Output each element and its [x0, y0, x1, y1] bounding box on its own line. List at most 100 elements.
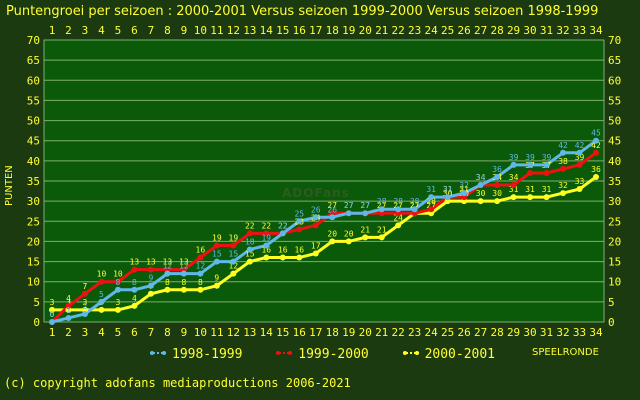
y-tick-label-left: 0	[33, 316, 40, 329]
x-tick-label-top: 13	[243, 24, 256, 37]
x-tick-label-bottom: 7	[148, 326, 155, 339]
data-point-2000-2001	[593, 173, 599, 180]
data-point-2000-2001	[279, 254, 286, 261]
chart-title: Puntengroei per seizoen : 2000-2001 Vers…	[6, 4, 599, 19]
data-label-1998-1999: 15	[229, 250, 239, 259]
y-axis-label-text: PUNTEN	[4, 165, 15, 206]
data-label-1999-2000: 4	[66, 294, 71, 303]
x-tick-label-top: 28	[490, 24, 503, 37]
data-point-1998-1999	[444, 194, 451, 201]
data-point-2000-2001	[312, 250, 319, 257]
data-label-2000-2001: 31	[525, 185, 535, 194]
data-point-2000-2001	[494, 198, 501, 205]
data-point-1999-2000	[428, 206, 435, 213]
y-tick-label-left: 70	[27, 34, 40, 47]
data-label-1998-1999: 12	[163, 262, 173, 271]
legend-dot	[288, 350, 293, 355]
data-label-1998-1999: 25	[294, 209, 304, 218]
legend-dot	[276, 350, 281, 355]
x-tick-label-top: 19	[342, 24, 355, 37]
data-point-1998-1999	[180, 270, 187, 277]
data-point-1998-1999	[81, 310, 88, 317]
data-point-1999-2000	[494, 182, 501, 189]
data-label-2000-2001: 33	[575, 177, 585, 186]
data-point-1999-2000	[230, 242, 237, 249]
data-point-1998-1999	[230, 258, 237, 265]
data-point-1999-2000	[576, 161, 583, 168]
data-label-1999-2000: 31	[459, 185, 469, 194]
data-label-2000-2001: 9	[214, 274, 219, 283]
x-tick-label-top: 16	[293, 24, 306, 37]
data-point-2000-2001	[98, 306, 105, 313]
y-tick-label-left: 10	[27, 276, 40, 289]
data-label-1998-1999: 39	[509, 153, 519, 162]
copyright-footer: (c) copyright adofans mediaproductions 2…	[4, 376, 351, 390]
data-point-1998-1999	[213, 258, 220, 265]
data-label-1999-2000: 27	[377, 201, 387, 210]
data-label-2000-2001: 31	[542, 185, 552, 194]
data-label-1998-1999: 9	[148, 274, 153, 283]
x-tick-label-bottom: 12	[227, 326, 240, 339]
y-tick-label-left: 35	[27, 175, 40, 188]
data-point-2000-2001	[378, 234, 385, 241]
data-point-1999-2000	[296, 226, 303, 233]
x-tick-label-top: 22	[392, 24, 405, 37]
plot-border	[43, 39, 605, 323]
x-tick-label-top: 29	[507, 24, 520, 37]
data-point-2000-2001	[362, 234, 369, 241]
data-label-1998-1999: 15	[212, 250, 222, 259]
data-label-2000-2001: 30	[443, 189, 453, 198]
y-tick-label-right: 25	[608, 215, 621, 228]
data-label-2000-2001: 30	[476, 189, 486, 198]
data-label-1998-1999: 26	[311, 205, 321, 214]
data-label-1998-1999: 31	[443, 185, 453, 194]
y-tick-label-right: 50	[608, 115, 621, 128]
x-tick-label-top: 32	[556, 24, 569, 37]
data-point-2000-2001	[560, 190, 567, 197]
y-tick-label-left: 55	[27, 94, 40, 107]
data-point-2000-2001	[114, 306, 121, 313]
data-label-2000-2001: 3	[83, 298, 88, 307]
data-point-1999-2000	[131, 266, 138, 273]
x-tick-label-bottom: 2	[65, 326, 72, 339]
data-label-2000-2001: 30	[492, 189, 502, 198]
y-tick-label-right: 60	[608, 74, 621, 87]
data-point-1999-2000	[147, 266, 154, 273]
data-label-1998-1999: 0	[50, 310, 55, 319]
data-point-1998-1999	[477, 182, 484, 189]
x-axis-label: SPEELRONDE	[532, 347, 599, 358]
data-label-2000-2001: 4	[132, 294, 137, 303]
x-tick-label-top: 20	[359, 24, 372, 37]
data-point-1999-2000	[98, 278, 105, 285]
data-label-2000-2001: 24	[393, 213, 403, 222]
data-point-1999-2000	[81, 290, 88, 297]
data-point-1998-1999	[329, 214, 336, 221]
data-point-1998-1999	[378, 206, 385, 213]
data-label-1999-2000: 22	[278, 221, 288, 230]
x-tick-label-bottom: 34	[589, 326, 603, 339]
data-label-1999-2000: 22	[261, 221, 271, 230]
x-tick-label-bottom: 25	[441, 326, 454, 339]
data-label-1998-1999: 19	[261, 233, 271, 242]
x-tick-label-top: 15	[276, 24, 289, 37]
y-tick-label-left: 65	[27, 54, 40, 67]
data-point-1998-1999	[164, 270, 171, 277]
data-label-1999-2000: 34	[509, 173, 519, 182]
data-label-2000-2001: 8	[165, 278, 170, 287]
data-label-2000-2001: 12	[229, 262, 239, 271]
watermark: ADOFans	[282, 186, 350, 200]
data-label-2000-2001: 31	[509, 185, 519, 194]
data-point-1999-2000	[543, 169, 550, 176]
data-label-2000-2001: 16	[294, 246, 304, 255]
y-tick-label-right: 20	[608, 235, 621, 248]
x-tick-label-bottom: 18	[326, 326, 339, 339]
data-point-2000-2001	[147, 290, 154, 297]
data-point-1998-1999	[395, 206, 402, 213]
legend-item-1999-2000: 1999-2000	[276, 347, 369, 362]
data-label-1998-1999: 45	[591, 129, 601, 138]
y-tick-label-left: 5	[33, 296, 40, 309]
x-tick-label-top: 25	[441, 24, 454, 37]
x-tick-label-bottom: 1	[49, 326, 56, 339]
